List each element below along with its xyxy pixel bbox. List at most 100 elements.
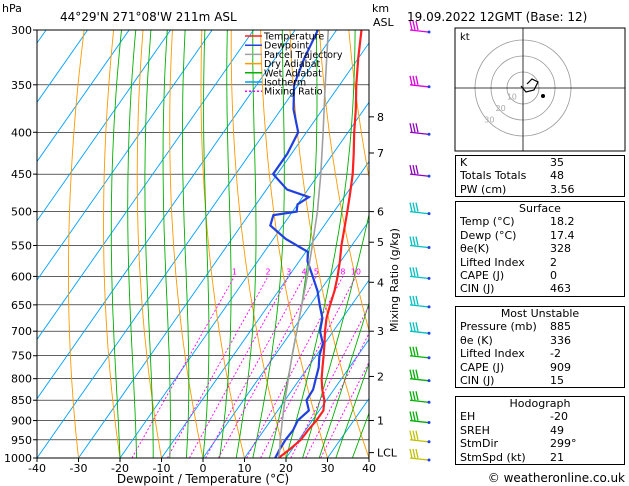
- wind-barb-flag: [409, 123, 413, 133]
- isotherm-line: [37, 30, 254, 341]
- indices-row-pw: PW (cm) 3.56: [456, 183, 624, 196]
- wind-barb: [409, 20, 431, 34]
- isotherm-line: [37, 30, 337, 458]
- wet-adiabat-line: [110, 30, 122, 458]
- km-tick-label: 2: [377, 370, 384, 383]
- wind-barb-flag: [412, 123, 416, 133]
- hodograph-trace: [520, 78, 539, 93]
- label: CAPE (J): [460, 360, 505, 374]
- legend-label: Isotherm: [264, 78, 306, 89]
- label: CIN (J): [460, 373, 495, 387]
- hodograph-params-title: Hodograph: [509, 397, 571, 410]
- hodograph-frame: [454, 27, 626, 152]
- isotherm-line: [285, 338, 369, 458]
- surface-row: CIN (J) 463: [456, 282, 624, 295]
- label: θe (K): [460, 333, 493, 347]
- wind-barb-flag: [415, 295, 419, 306]
- wind-barb: [409, 202, 431, 216]
- wind-barb-flag: [412, 75, 416, 85]
- label: θe(K): [460, 242, 490, 256]
- km-tick-label: 4: [377, 276, 384, 289]
- hodo-row: EH -20: [456, 410, 624, 423]
- wind-barb-flag: [415, 20, 419, 31]
- value: 18.2: [550, 215, 575, 229]
- wind-barb-flag: [412, 267, 416, 277]
- value: 463: [550, 282, 571, 296]
- mixing-ratio-label: 5: [314, 267, 319, 276]
- x-tick-label: 40: [362, 462, 376, 475]
- wind-barb-flag: [412, 164, 416, 175]
- label: SREH: [460, 423, 490, 437]
- wind-barb-flag: [412, 20, 416, 31]
- mixing-ratio-line: [131, 276, 235, 458]
- wet-adiabat-line: [144, 30, 154, 458]
- wind-barb: [409, 322, 431, 335]
- wind-barb-shaft: [409, 457, 429, 461]
- label: K: [460, 156, 468, 169]
- surface-title: Surface: [519, 202, 561, 215]
- wet-adiabat-line: [127, 30, 138, 458]
- legend-label: Mixing Ratio: [264, 87, 323, 98]
- wind-barb-shaft: [409, 330, 429, 334]
- wind-barb: [409, 295, 431, 309]
- copyright-text: © weatheronline.co.uk: [488, 471, 625, 485]
- p-unit-label: hPa: [2, 2, 22, 15]
- isotherm-line: [78, 42, 369, 458]
- km-tick-label: 7: [377, 147, 384, 160]
- hodo-row: StmDir 299°: [456, 437, 624, 450]
- value: 35: [550, 156, 564, 169]
- mixing-ratio-label: 1: [232, 267, 237, 276]
- mixing-ratio-label: 8: [340, 267, 345, 276]
- dry-adiabat-line: [103, 30, 121, 458]
- value: 299°: [550, 437, 577, 451]
- storm-motion-dot: [541, 94, 545, 98]
- label: PW (cm): [460, 182, 507, 196]
- label: CIN (J): [460, 282, 495, 296]
- asl-unit-label: ASL: [373, 16, 395, 29]
- wind-barb-dot: [427, 30, 431, 34]
- wind-barb: [409, 75, 431, 89]
- x-axis-label: Dewpoint / Temperature (°C): [117, 472, 289, 486]
- wet-adiabat-line: [318, 301, 369, 458]
- wind-barb-dot: [427, 174, 431, 178]
- wind-barb-shaft: [409, 419, 429, 424]
- value: -20: [550, 410, 568, 424]
- wind-barb-flag: [409, 448, 413, 459]
- km-unit-label: km: [372, 2, 389, 15]
- wind-barb-shaft: [409, 84, 429, 88]
- p-tick-label: 550: [11, 239, 32, 252]
- p-tick-label: 300: [11, 24, 32, 37]
- p-tick-label: 850: [11, 394, 32, 407]
- wind-barb-dot: [427, 85, 431, 89]
- isotherm-line: [37, 30, 296, 400]
- wind-barb-flag: [415, 430, 419, 440]
- wind-barb-dot: [427, 400, 431, 404]
- skewt-plot-area: 1 2 3 4 5 8 10 16 20 25: [37, 30, 369, 458]
- hodograph-ring-label: 30: [484, 116, 494, 125]
- axes: 3003504004505005506006507007508008509009…: [4, 24, 398, 475]
- label: Dewp (°C): [460, 228, 517, 242]
- isotherm-line: [37, 30, 88, 104]
- mu-row: CIN (J) 15: [456, 374, 624, 387]
- wind-barb-shaft: [409, 275, 429, 280]
- wind-barb-dot: [427, 245, 431, 249]
- wind-barb-flag: [409, 267, 413, 277]
- wet-adiabat-line: [235, 30, 257, 458]
- p-tick-label: 800: [11, 373, 32, 386]
- value: 15: [550, 373, 564, 387]
- wind-barb-dot: [427, 458, 431, 462]
- wind-barb-shaft: [409, 210, 429, 215]
- wind-barb-dot: [427, 212, 431, 216]
- wind-barb-flag: [415, 123, 419, 133]
- value: 49: [550, 423, 564, 437]
- wet-adiabat-line: [302, 212, 369, 458]
- mixing-ratio-line: [290, 305, 369, 458]
- isotherm-line: [202, 220, 369, 458]
- wind-barb-dot: [427, 331, 431, 335]
- wind-barb-flag: [415, 411, 419, 421]
- legend-label: Wet Adiabat: [264, 68, 322, 79]
- mixing-ratio-label: 3: [286, 267, 291, 276]
- p-tick-label: 700: [11, 325, 32, 338]
- wind-barb-dot: [427, 305, 431, 309]
